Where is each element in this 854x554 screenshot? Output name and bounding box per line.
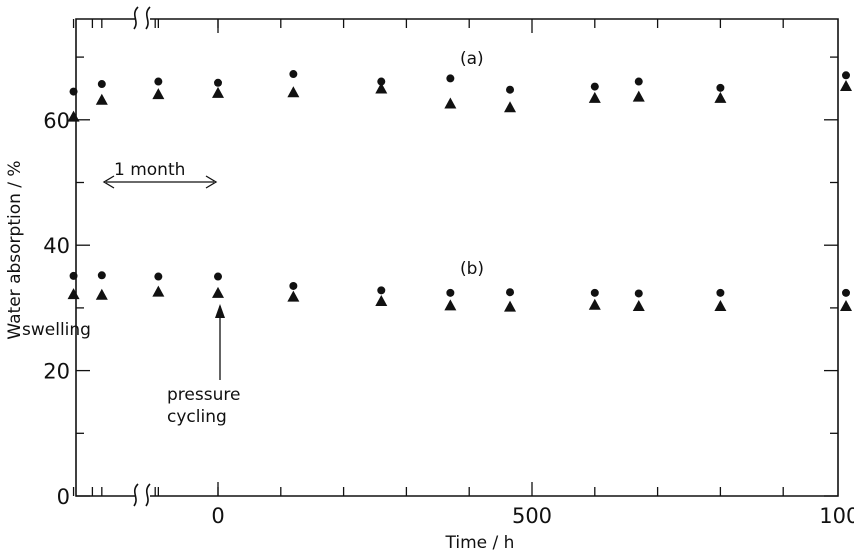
pressure-label-line1: pressure: [167, 385, 240, 405]
data-point-circle: [446, 288, 455, 297]
data-point-circle: [377, 77, 386, 86]
month-arrow-right-head: [205, 175, 218, 189]
data-point-triangle: [632, 300, 645, 312]
data-point-triangle: [840, 300, 852, 312]
data-point-circle: [842, 288, 850, 297]
x-axis-label: Time / h: [445, 533, 515, 553]
panel-label-a: (a): [460, 49, 484, 69]
y-tick-label: 60: [43, 109, 70, 133]
plot-frame: [75, 6, 839, 507]
data-point-circle: [69, 271, 78, 280]
axis-break-top-1: [133, 6, 139, 30]
data-point-triangle: [152, 285, 165, 297]
data-point-circle: [289, 70, 298, 79]
x-tick-label: 0: [211, 504, 224, 528]
data-point-circle: [377, 286, 386, 295]
data-point-triangle: [95, 93, 108, 105]
data-point-triangle: [588, 91, 601, 103]
data-point-triangle: [714, 91, 727, 103]
data-points: [67, 70, 852, 312]
data-point-circle: [214, 272, 222, 281]
month-arrow-left-head: [102, 175, 115, 189]
data-point-triangle: [375, 295, 388, 307]
data-point-triangle: [375, 82, 388, 94]
data-point-circle: [716, 288, 725, 297]
axis-ticks: [72, 19, 838, 497]
panel-label-b: (b): [460, 259, 484, 279]
frame-left: [75, 18, 136, 497]
data-point-triangle: [212, 86, 224, 98]
data-point-circle: [289, 281, 298, 290]
x-tick-label: 1000: [819, 504, 854, 528]
y-tick-label: 20: [43, 360, 70, 384]
y-axis-label: Water absorption / %: [5, 160, 25, 339]
annotations: (a) (b) 1 month swelling pressure cyclin…: [22, 49, 484, 427]
pressure-arrow-head: [215, 304, 225, 318]
data-point-circle: [590, 288, 599, 297]
data-point-triangle: [67, 288, 80, 300]
y-tick-label: 0: [57, 485, 70, 509]
pressure-label-line2: cycling: [167, 407, 227, 427]
data-point-circle: [634, 289, 643, 298]
data-point-circle: [446, 74, 455, 83]
data-point-triangle: [840, 79, 852, 91]
data-point-triangle: [444, 299, 457, 311]
data-point-circle: [716, 83, 725, 92]
y-tick-label: 40: [43, 234, 70, 258]
data-point-triangle: [504, 300, 517, 312]
data-point-circle: [590, 82, 599, 91]
data-point-triangle: [95, 288, 108, 300]
data-point-triangle: [67, 110, 80, 122]
data-point-circle: [842, 71, 850, 80]
axis-break-bottom-1: [133, 483, 139, 507]
frame-right: [150, 18, 839, 497]
data-point-triangle: [287, 86, 300, 98]
data-point-triangle: [632, 90, 645, 102]
month-label: 1 month: [114, 160, 185, 180]
data-point-circle: [506, 288, 515, 297]
data-point-triangle: [588, 298, 601, 310]
axis-break-top-2: [145, 6, 151, 30]
data-point-circle: [634, 77, 643, 86]
data-point-circle: [506, 85, 515, 94]
data-point-circle: [69, 87, 78, 96]
data-point-triangle: [504, 101, 517, 113]
data-point-circle: [97, 80, 106, 89]
axis-break-bottom-2: [145, 483, 151, 507]
swelling-label: swelling: [22, 320, 91, 340]
data-point-circle: [154, 77, 163, 86]
data-point-triangle: [152, 88, 165, 100]
data-point-triangle: [714, 300, 727, 312]
data-point-triangle: [287, 290, 300, 302]
tick-labels: 0 20 40 60 0 500 1000: [43, 109, 854, 528]
data-point-circle: [214, 78, 222, 87]
data-point-triangle: [212, 286, 224, 298]
data-point-triangle: [444, 97, 457, 109]
data-point-circle: [97, 271, 106, 280]
x-tick-label: 500: [512, 504, 552, 528]
data-point-circle: [154, 272, 163, 281]
